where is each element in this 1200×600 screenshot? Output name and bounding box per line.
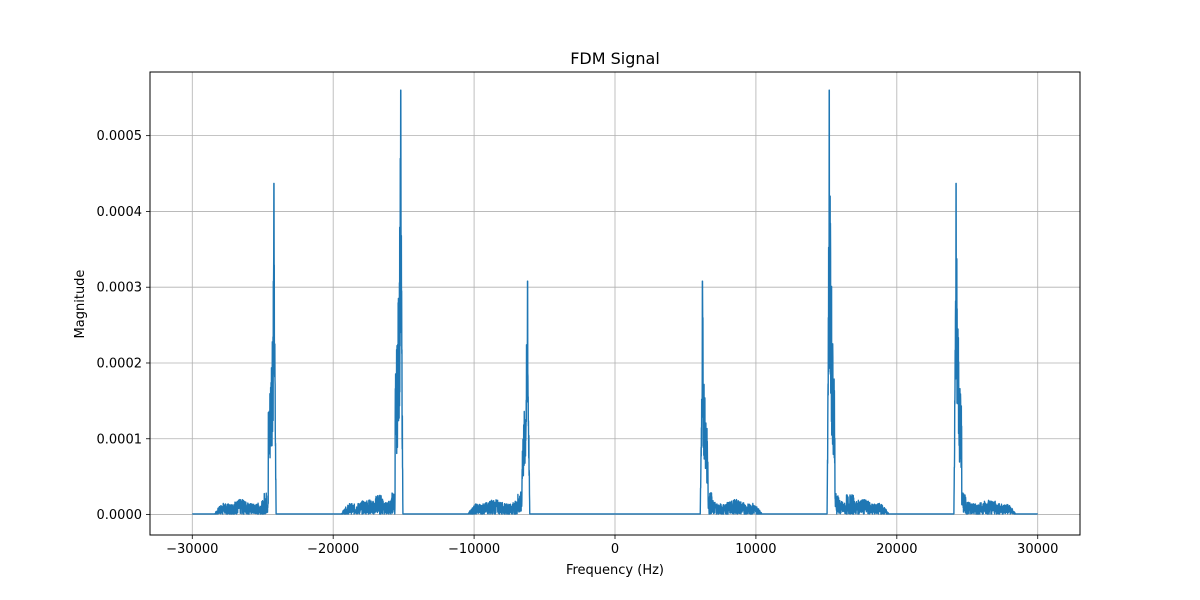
x-tick-label: 10000 [735, 542, 776, 557]
y-tick-label: 0.0004 [97, 205, 143, 220]
x-tick-label: −10000 [448, 542, 500, 557]
y-tick-label: 0.0001 [97, 432, 143, 447]
x-tick-label: 20000 [876, 542, 917, 557]
x-tick-label: 30000 [1017, 542, 1058, 557]
ticks: −30000 −20000 −10000 0 10000 20000 30000 0.0000… [97, 129, 1059, 557]
x-tick-label: −30000 [166, 542, 218, 557]
x-axis-label: Frequency (Hz) [566, 563, 664, 578]
y-tick-label: 0.0005 [97, 129, 143, 144]
plot-area [191, 89, 1039, 515]
y-tick-label: 0.0002 [97, 356, 143, 371]
chart-title: FDM Signal [570, 49, 660, 68]
y-tick-label: 0.0000 [97, 508, 143, 523]
grid [150, 72, 1080, 535]
y-tick-label: 0.0003 [97, 281, 143, 296]
spectrum-line [191, 89, 1039, 515]
x-tick-label: 0 [611, 542, 619, 557]
x-tick-label: −20000 [307, 542, 359, 557]
y-axis-label: Magnitude [73, 270, 88, 339]
